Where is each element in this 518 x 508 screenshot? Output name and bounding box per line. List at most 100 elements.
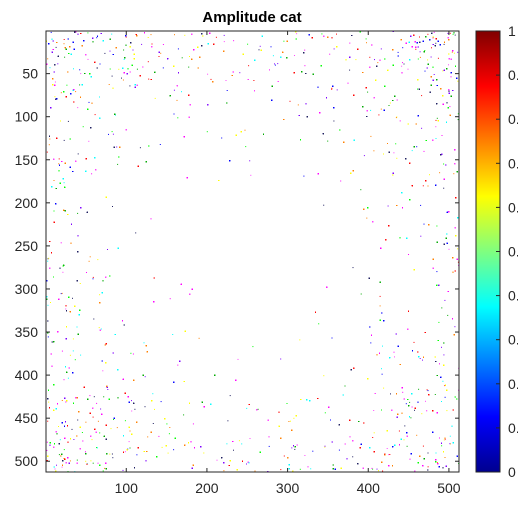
speckle-pixel <box>321 33 323 35</box>
speckle-pixel <box>79 283 81 284</box>
speckle-pixel <box>425 400 426 402</box>
speckle-pixel <box>370 135 372 137</box>
speckle-pixel <box>421 95 423 97</box>
speckle-pixel <box>61 350 63 352</box>
speckle-pixel <box>181 57 183 59</box>
speckle-pixel <box>419 358 421 359</box>
speckle-pixel <box>129 85 131 87</box>
speckle-pixel <box>109 453 111 455</box>
speckle-pixel <box>47 258 49 260</box>
speckle-pixel <box>327 140 329 142</box>
speckle-pixel <box>246 407 248 409</box>
speckle-pixel <box>457 51 459 53</box>
speckle-pixel <box>249 160 251 162</box>
speckle-pixel <box>128 441 130 443</box>
speckle-pixel <box>117 163 119 165</box>
speckle-pixel <box>389 102 391 104</box>
speckle-pixel <box>329 53 331 55</box>
speckle-pixel <box>118 68 120 70</box>
speckle-pixel <box>288 421 290 422</box>
speckle-pixel <box>233 40 235 42</box>
speckle-pixel <box>108 84 110 85</box>
speckle-pixel <box>150 34 152 36</box>
speckle-pixel <box>192 423 194 425</box>
speckle-pixel <box>158 435 160 437</box>
speckle-pixel <box>87 32 89 34</box>
speckle-pixel <box>452 33 454 35</box>
speckle-pixel <box>394 356 395 358</box>
speckle-pixel <box>396 116 398 118</box>
speckle-pixel <box>63 182 65 184</box>
speckle-pixel <box>247 43 249 45</box>
speckle-pixel <box>434 394 436 395</box>
speckle-pixel <box>176 99 178 101</box>
speckle-pixel <box>323 375 325 377</box>
speckle-pixel <box>272 55 274 57</box>
speckle-pixel <box>312 450 314 452</box>
speckle-pixel <box>433 31 435 33</box>
speckle-pixel <box>402 47 404 49</box>
speckle-pixel <box>122 469 124 471</box>
speckle-pixel <box>336 89 338 91</box>
speckle-pixel <box>304 49 306 51</box>
speckle-pixel <box>318 323 320 325</box>
speckle-pixel <box>124 420 126 422</box>
speckle-pixel <box>80 73 82 75</box>
speckle-pixel <box>131 410 133 412</box>
speckle-pixel <box>88 260 90 262</box>
speckle-pixel <box>90 460 92 462</box>
speckle-pixel <box>367 91 369 93</box>
speckle-pixel <box>239 72 241 74</box>
speckle-pixel <box>63 39 65 40</box>
speckle-pixel <box>293 417 295 419</box>
chart-title: Amplitude cat <box>202 9 301 26</box>
speckle-pixel <box>393 351 395 353</box>
speckle-pixel <box>405 403 407 405</box>
speckle-pixel <box>47 304 49 306</box>
speckle-pixel <box>237 358 239 360</box>
heatmap-speckles <box>46 31 459 472</box>
speckle-pixel <box>144 406 146 408</box>
speckle-pixel <box>422 445 424 447</box>
speckle-pixel <box>370 109 372 111</box>
speckle-pixel <box>382 345 383 347</box>
speckle-pixel <box>331 88 333 90</box>
speckle-pixel <box>162 44 164 45</box>
speckle-pixel <box>407 68 409 70</box>
speckle-pixel <box>380 48 382 50</box>
speckle-pixel <box>77 419 79 421</box>
speckle-pixel <box>289 100 291 102</box>
speckle-pixel <box>443 187 445 189</box>
speckle-pixel <box>436 117 438 119</box>
speckle-pixel <box>223 34 225 36</box>
speckle-pixel <box>374 59 375 61</box>
speckle-pixel <box>340 180 342 182</box>
speckle-pixel <box>411 406 413 408</box>
speckle-pixel <box>414 409 415 411</box>
speckle-pixel <box>111 33 113 35</box>
speckle-pixel <box>226 90 228 91</box>
speckle-pixel <box>439 437 440 439</box>
speckle-pixel <box>181 91 182 93</box>
speckle-pixel <box>107 389 109 390</box>
speckle-pixel <box>111 453 113 455</box>
speckle-pixel <box>97 447 98 449</box>
speckle-pixel <box>376 468 378 470</box>
speckle-pixel <box>207 73 209 75</box>
speckle-pixel <box>450 443 451 445</box>
speckle-pixel <box>97 259 99 261</box>
speckle-pixel <box>100 328 102 330</box>
speckle-pixel <box>123 49 125 51</box>
speckle-pixel <box>442 380 444 382</box>
speckle-pixel <box>395 117 397 119</box>
speckle-pixel <box>296 33 298 35</box>
speckle-pixel <box>269 69 270 71</box>
speckle-pixel <box>250 174 252 176</box>
speckle-pixel <box>104 52 106 54</box>
plot-background <box>46 31 459 472</box>
speckle-pixel <box>259 45 261 47</box>
speckle-pixel <box>333 120 335 122</box>
speckle-pixel <box>63 449 65 451</box>
speckle-pixel <box>86 463 88 465</box>
speckle-pixel <box>198 337 200 339</box>
